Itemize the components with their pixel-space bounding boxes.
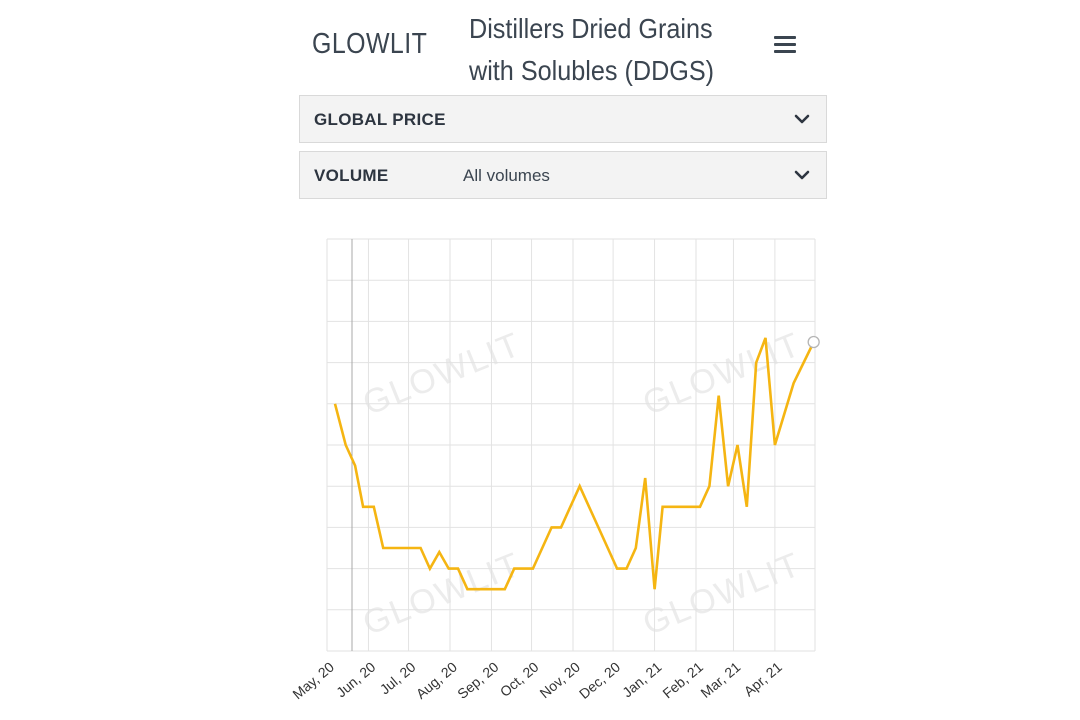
series-layer bbox=[333, 335, 820, 591]
volume-label: VOLUME bbox=[314, 166, 389, 185]
svg-text:GLOWLIT: GLOWLIT bbox=[358, 545, 527, 643]
last-point-marker bbox=[807, 335, 820, 349]
chart-grid bbox=[326, 238, 816, 652]
svg-text:GLOWLIT: GLOWLIT bbox=[638, 325, 807, 423]
x-tick-label: Sep, 20 bbox=[454, 659, 501, 702]
chevron-down-icon bbox=[794, 170, 810, 180]
series-line bbox=[333, 337, 815, 591]
price-line-chart[interactable]: GLOWLIT GLOWLIT GLOWLIT GLOWLIT May, 20J… bbox=[0, 220, 1080, 720]
svg-text:GLOWLIT: GLOWLIT bbox=[638, 545, 807, 643]
x-tick-label: Nov, 20 bbox=[537, 659, 584, 702]
volume-value: All volumes bbox=[463, 166, 550, 185]
x-tick-label: May, 20 bbox=[289, 659, 337, 703]
glowlit-logo[interactable]: GLOWLIT bbox=[306, 22, 446, 66]
x-tick-label: Jul, 20 bbox=[377, 659, 419, 698]
global-price-label: GLOBAL PRICE bbox=[314, 110, 446, 129]
svg-text:GLOWLIT: GLOWLIT bbox=[358, 325, 527, 423]
x-tick-label: Feb, 21 bbox=[659, 659, 706, 702]
x-tick-label: Aug, 20 bbox=[413, 659, 460, 702]
x-tick-label: Mar, 21 bbox=[697, 659, 743, 701]
x-tick-label: Apr, 21 bbox=[741, 659, 785, 700]
x-tick-label: Dec, 20 bbox=[576, 659, 623, 702]
x-tick-label: Jun, 20 bbox=[333, 659, 379, 701]
chevron-down-icon bbox=[794, 114, 810, 124]
logo-text: GLOWLIT bbox=[312, 27, 428, 60]
x-tick-label: Oct, 20 bbox=[497, 659, 542, 700]
global-price-dropdown[interactable]: GLOBAL PRICE bbox=[299, 95, 827, 143]
hamburger-menu-icon[interactable] bbox=[772, 32, 800, 56]
volume-dropdown[interactable]: VOLUME All volumes bbox=[299, 151, 827, 199]
x-tick-label: Jan, 21 bbox=[619, 659, 665, 701]
page-title: Distillers Dried Grains with Solubles (D… bbox=[469, 13, 715, 86]
glowlit-watermark: GLOWLIT GLOWLIT GLOWLIT GLOWLIT bbox=[358, 325, 807, 643]
